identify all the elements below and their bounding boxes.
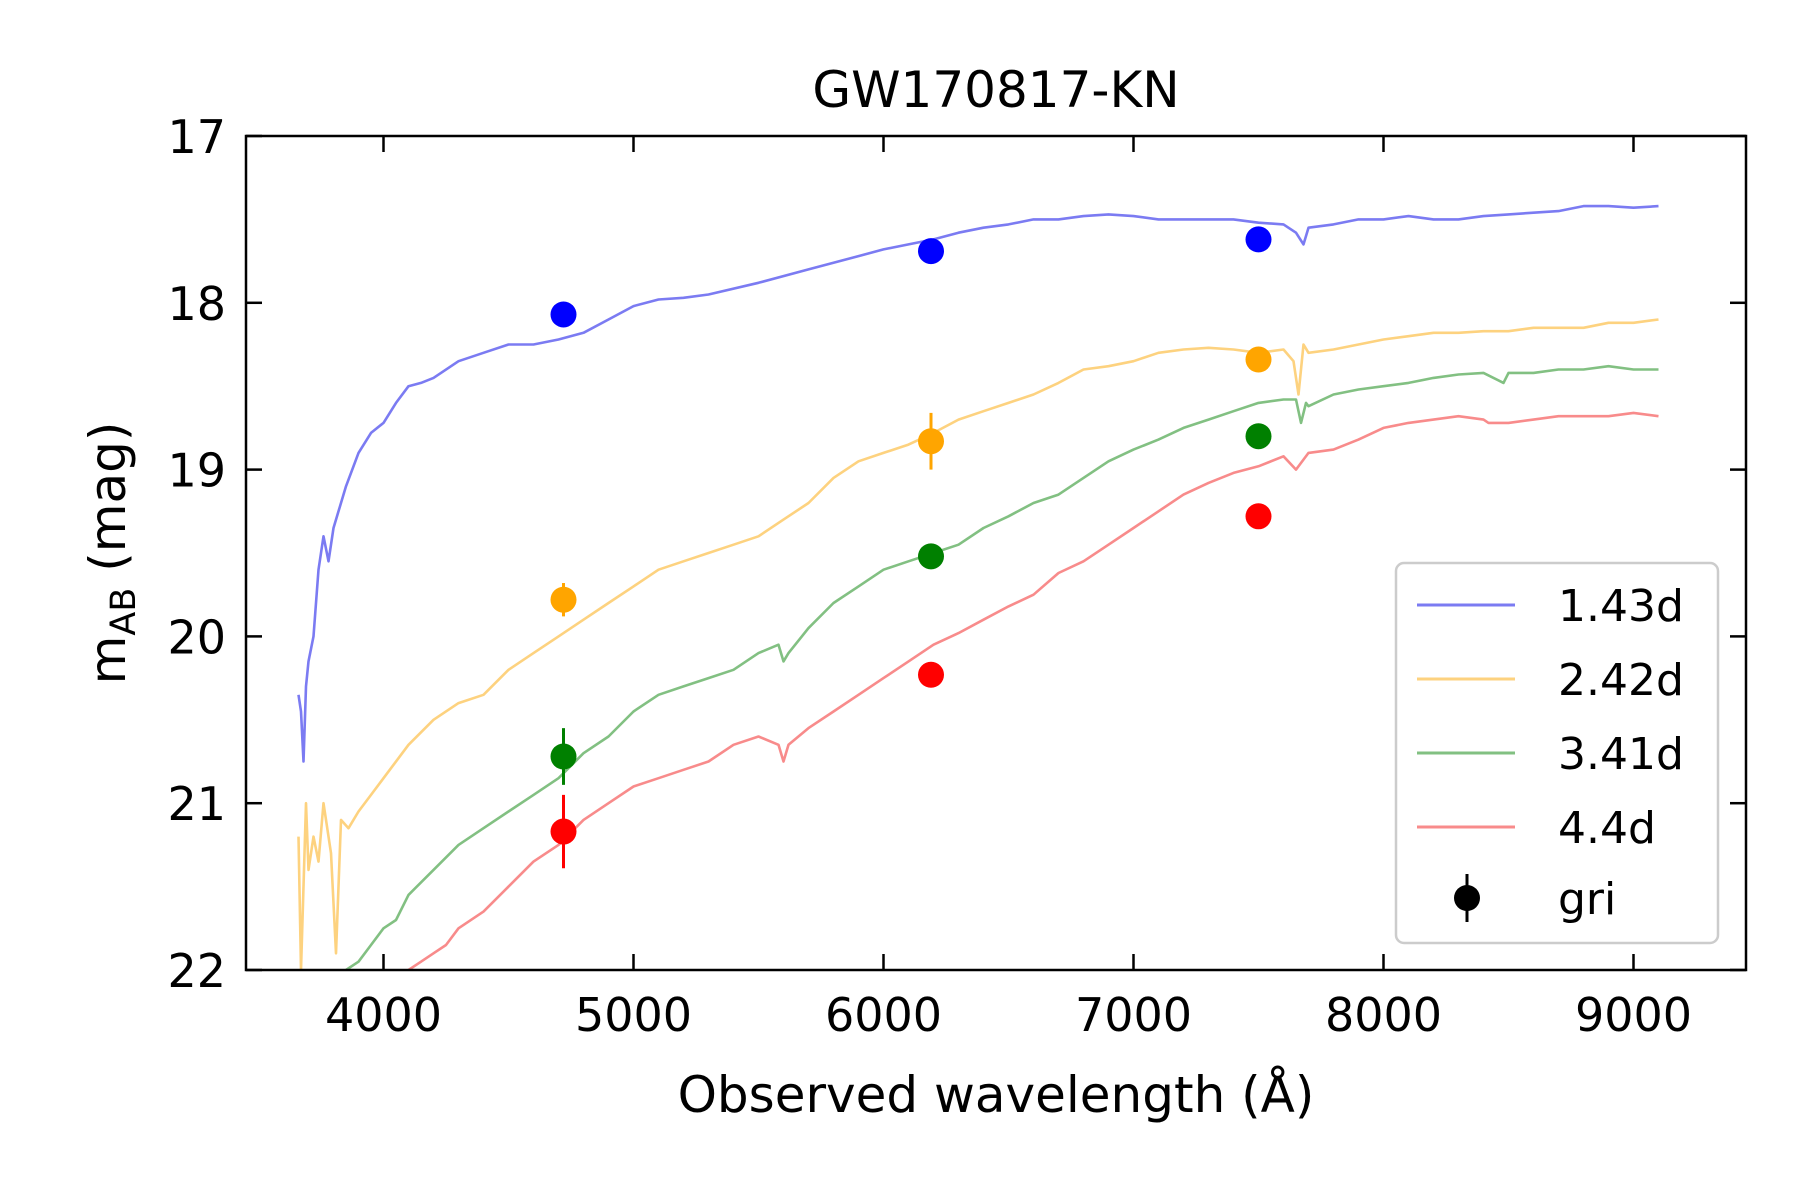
legend-label-1: 1.43d — [1558, 581, 1684, 632]
point-4.4d-1 — [918, 661, 944, 688]
y-axis-label: mAB (mag) — [79, 422, 144, 685]
y-tick-label-20: 20 — [167, 610, 226, 664]
legend-label-4: 4.4d — [1558, 803, 1656, 854]
x-tick-label-5000: 5000 — [575, 988, 692, 1042]
y-tick-label-19: 19 — [167, 444, 226, 498]
series-line-1.43d — [297, 204, 1659, 763]
x-tick-label-9000: 9000 — [1575, 988, 1692, 1042]
y-tick-label-18: 18 — [167, 277, 226, 331]
y-tick-label-17: 17 — [167, 110, 226, 164]
point-2.42d-0 — [550, 586, 577, 613]
series-line-3.41d — [345, 364, 1659, 970]
x-axis-label: Observed wavelength (Å) — [678, 1066, 1315, 1124]
y-axis-label-unit: (mag) — [79, 422, 137, 588]
x-tick-label-4000: 4000 — [325, 988, 442, 1042]
legend-marker-dot — [1454, 885, 1480, 911]
legend-label-2: 2.42d — [1558, 655, 1684, 706]
legend: 1.43d 2.42d 3.41d 4.4d gri — [1394, 561, 1720, 945]
point-2.42d-1 — [918, 428, 944, 455]
legend-label-3: 3.41d — [1558, 729, 1684, 780]
x-axis: 4000 5000 6000 7000 8000 9000 — [325, 136, 1692, 1042]
plot-frame — [244, 134, 1748, 972]
legend-label-points: gri — [1558, 874, 1616, 925]
series-lines — [297, 204, 1659, 970]
series-line-2.42d — [297, 318, 1659, 970]
chart-title: GW170817-KN — [812, 61, 1179, 119]
y-axis-label-main: m — [79, 636, 137, 685]
point-3.41d-0 — [550, 743, 577, 770]
y-tick-label-22: 22 — [167, 944, 226, 998]
gri-points — [550, 226, 1272, 869]
y-tick-label-21: 21 — [167, 777, 226, 831]
point-3.41d-1 — [918, 543, 944, 570]
plot-area: 4000 5000 6000 7000 8000 9000 17 18 19 20 21 22 — [167, 110, 1748, 1042]
point-3.41d-2 — [1245, 423, 1272, 450]
series-line-4.4d — [407, 411, 1659, 970]
point-4.4d-0 — [550, 818, 577, 845]
legend-box — [1394, 561, 1720, 945]
point-1.43d-0 — [550, 301, 577, 328]
point-1.43d-2 — [1245, 226, 1272, 253]
y-axis-label-subscript: AB — [104, 588, 144, 636]
point-4.4d-2 — [1245, 503, 1272, 530]
point-2.42d-2 — [1245, 346, 1272, 373]
x-tick-label-7000: 7000 — [1075, 988, 1192, 1042]
x-tick-label-6000: 6000 — [825, 988, 942, 1042]
x-tick-label-8000: 8000 — [1325, 988, 1442, 1042]
y-axis: 17 18 19 20 21 22 — [167, 110, 1746, 998]
point-1.43d-1 — [918, 238, 944, 265]
